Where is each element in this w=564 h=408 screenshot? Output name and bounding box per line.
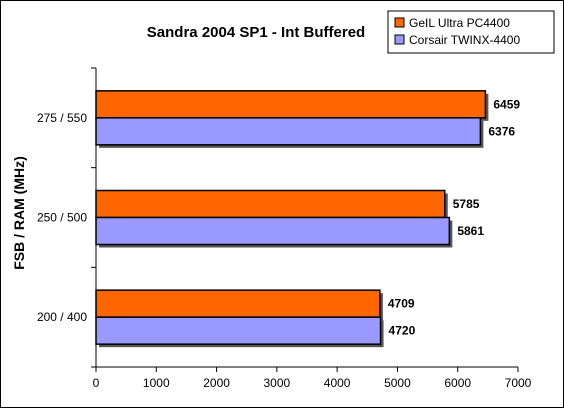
legend-label: GeIL Ultra PC4400 xyxy=(409,16,510,30)
x-tick-label: 6000 xyxy=(444,376,471,390)
legend: GeIL Ultra PC4400 Corsair TWINX-4400 xyxy=(387,10,555,54)
bar xyxy=(95,289,381,318)
x-tick-label: 4000 xyxy=(324,376,351,390)
legend-swatch xyxy=(394,34,405,45)
data-label: 4720 xyxy=(389,324,416,338)
x-tick-label: 1000 xyxy=(143,376,170,390)
x-tick-label: 0 xyxy=(93,376,100,390)
legend-label: Corsair TWINX-4400 xyxy=(409,33,520,47)
x-tick-label: 3000 xyxy=(264,376,291,390)
data-label: 5861 xyxy=(457,224,484,238)
bar xyxy=(95,189,446,219)
category-label: 250 / 500 xyxy=(37,211,87,225)
data-label: 5785 xyxy=(453,197,480,211)
x-tick-label: 7000 xyxy=(505,376,532,390)
bar xyxy=(95,216,451,246)
data-label: 6376 xyxy=(488,124,515,138)
y-axis-title: FSB / RAM (MHz) xyxy=(11,156,27,270)
legend-box xyxy=(387,10,555,54)
data-label: 4709 xyxy=(388,297,415,311)
bar xyxy=(95,316,382,345)
category-label: 275 / 550 xyxy=(37,111,87,125)
x-tick-label: 5000 xyxy=(384,376,411,390)
plot-area: 0 1000 2000 3000 4000 5000 6000 7000 275 / 550 64… xyxy=(37,67,532,390)
data-label: 6459 xyxy=(493,97,520,111)
bar xyxy=(95,117,482,146)
chart-title: Sandra 2004 SP1 - Int Buffered xyxy=(147,24,365,41)
category-label: 200 / 400 xyxy=(37,310,87,324)
bar xyxy=(95,90,487,119)
x-tick-label: 2000 xyxy=(203,376,230,390)
legend-swatch xyxy=(394,17,405,28)
